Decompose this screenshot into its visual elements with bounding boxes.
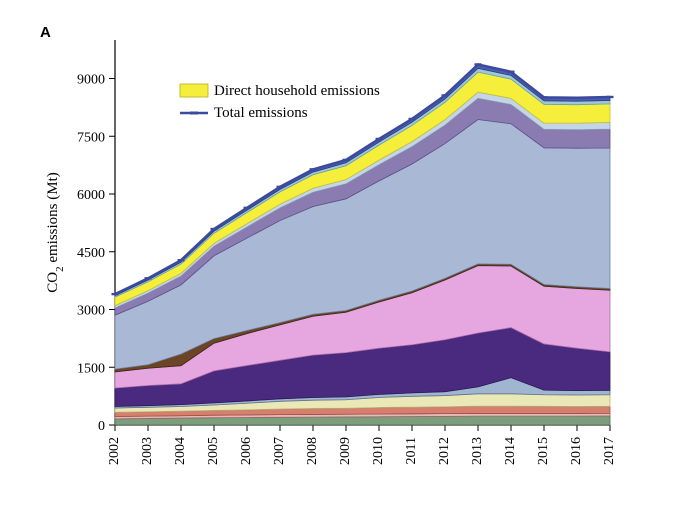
x-tick-label: 2016 <box>569 437 584 465</box>
svg-text:4500: 4500 <box>77 246 105 261</box>
chart-svg: 0 1500 3000 4500 6000 7500 9000 2002 2003 2004 200… <box>0 0 674 522</box>
x-tick-label: 2005 <box>206 437 221 465</box>
chart-container: A 01500300045006000750090002002200320042… <box>0 0 674 522</box>
svg-text:3000: 3000 <box>77 304 105 319</box>
svg-text:7500: 7500 <box>77 130 105 145</box>
x-tick-label: 2009 <box>338 437 353 465</box>
x-tick-label: 2014 <box>503 437 518 465</box>
x-tick-label: 2003 <box>140 437 155 465</box>
legend-label: Direct household emissions <box>214 83 380 99</box>
x-tick-label: 2007 <box>272 437 287 465</box>
y-axis-label: CO2 emissions (Mt) <box>45 172 66 293</box>
svg-text:6000: 6000 <box>77 188 105 203</box>
svg-text:1500: 1500 <box>77 361 105 376</box>
x-tick-label: 2006 <box>239 437 254 465</box>
x-tick-label: 2004 <box>173 437 188 465</box>
x-tick-label: 2012 <box>437 437 452 465</box>
legend-label: Total emissions <box>214 105 308 121</box>
svg-text:9000: 9000 <box>77 73 105 88</box>
x-tick-label: 2013 <box>470 437 485 465</box>
x-tick-label: 2002 <box>107 437 122 465</box>
legend-swatch <box>180 84 208 97</box>
x-tick-label: 2011 <box>404 437 419 464</box>
x-tick-label: 2017 <box>602 437 617 465</box>
x-tick-label: 2008 <box>305 437 320 465</box>
x-tick-label: 2010 <box>371 437 386 465</box>
x-tick-label: 2015 <box>536 437 551 465</box>
svg-text:0: 0 <box>98 419 105 434</box>
